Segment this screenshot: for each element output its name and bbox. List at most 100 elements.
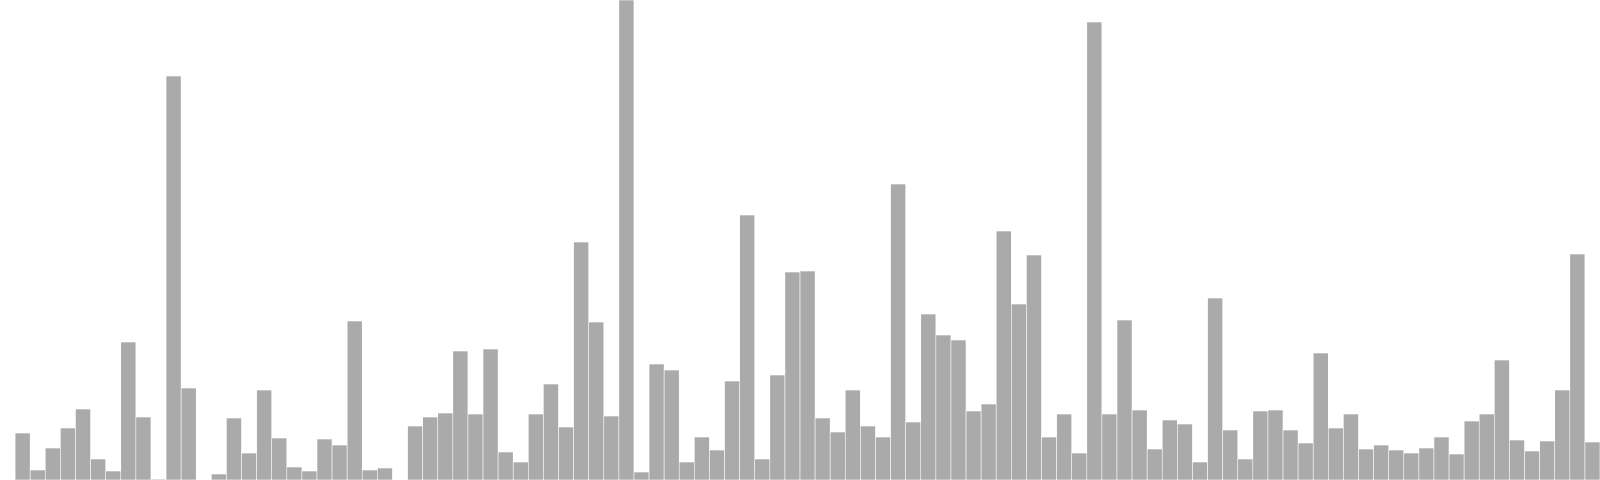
bar-87 [1312, 352, 1329, 480]
bar-49 [739, 214, 756, 480]
bar-53 [799, 270, 816, 480]
bar-3 [44, 447, 61, 480]
bars-group [14, 0, 1600, 480]
bar-67 [1011, 303, 1027, 480]
bar-102 [1539, 440, 1556, 480]
bar-88 [1328, 427, 1344, 480]
bar-96 [1448, 453, 1465, 480]
bar-16 [241, 452, 257, 480]
bar-22 [331, 444, 348, 480]
bar-31 [467, 413, 484, 480]
bar-41 [618, 0, 635, 480]
bar-11 [165, 75, 182, 480]
bar-36 [543, 383, 559, 480]
bar-58 [875, 436, 891, 480]
bar-38 [573, 241, 589, 480]
bar-33 [497, 451, 514, 480]
bar-60 [905, 421, 922, 480]
bar-35 [527, 413, 544, 480]
bar-55 [829, 431, 846, 480]
bar-14 [211, 473, 227, 480]
bar-8 [120, 341, 137, 480]
bar-86 [1297, 442, 1314, 480]
bar-76 [1146, 448, 1163, 480]
bar-73 [1101, 413, 1118, 480]
bar-64 [965, 410, 982, 480]
bar-1 [14, 432, 31, 480]
bar-4 [60, 427, 76, 480]
bar-50 [754, 458, 771, 480]
bar-40 [603, 415, 620, 480]
bar-92 [1388, 449, 1405, 480]
bar-59 [890, 183, 906, 480]
bar-56 [844, 389, 861, 480]
bar-78 [1177, 423, 1193, 480]
bar-90 [1358, 448, 1374, 480]
bar-91 [1373, 444, 1389, 480]
bar-28 [422, 416, 439, 480]
bar-94 [1418, 447, 1435, 480]
bar-7 [105, 470, 122, 480]
bar-70 [1056, 413, 1072, 480]
bar-23 [346, 320, 363, 480]
bar-39 [588, 321, 605, 480]
bar-34 [512, 461, 529, 480]
bar-6 [90, 458, 106, 480]
bar-2 [29, 469, 46, 480]
bar-101 [1524, 450, 1540, 480]
bar-44 [663, 369, 680, 480]
bar-61 [920, 313, 937, 480]
bar-19 [286, 466, 303, 480]
bar-42 [633, 471, 650, 480]
bar-82 [1237, 458, 1254, 480]
bar-100 [1509, 439, 1525, 480]
bar-69 [1041, 436, 1057, 480]
bar-54 [814, 417, 831, 480]
bar-57 [860, 425, 876, 480]
bar-5 [75, 408, 91, 480]
bar-74 [1116, 319, 1133, 480]
bar-77 [1161, 419, 1178, 480]
bar-32 [482, 348, 499, 480]
bar-48 [724, 380, 740, 480]
bar-104 [1569, 253, 1586, 480]
bar-18 [271, 437, 288, 480]
bar-81 [1222, 429, 1239, 480]
bar-63 [950, 339, 967, 480]
bar-21 [316, 438, 333, 480]
bar-71 [1071, 452, 1088, 480]
bar-72 [1086, 21, 1103, 480]
bar-62 [935, 334, 952, 480]
bar-17 [256, 389, 272, 480]
bar-68 [1026, 254, 1042, 480]
bar-20 [301, 470, 318, 480]
bar-105 [1584, 441, 1600, 480]
bar-25 [377, 467, 393, 480]
bar-79 [1192, 461, 1208, 480]
bar-15 [226, 417, 242, 480]
bar-98 [1478, 413, 1495, 480]
bar-37 [558, 426, 574, 480]
bar-51 [769, 374, 786, 480]
bar-9 [135, 416, 152, 480]
bar-95 [1433, 436, 1450, 480]
bar-84 [1267, 409, 1284, 480]
bar-30 [452, 350, 469, 480]
bar-52 [784, 271, 801, 480]
bar-12 [180, 387, 197, 480]
bar-45 [678, 461, 695, 480]
bar-29 [437, 412, 454, 480]
bar-80 [1207, 297, 1223, 480]
bar-46 [694, 436, 710, 480]
bar-99 [1494, 359, 1510, 480]
bar-83 [1252, 410, 1269, 480]
bar-27 [407, 425, 423, 480]
bar-24 [361, 469, 378, 480]
bar-93 [1403, 452, 1420, 480]
bar-47 [709, 449, 725, 480]
bar-103 [1554, 389, 1571, 480]
bar-43 [648, 363, 665, 480]
bar-85 [1282, 429, 1299, 480]
bar-89 [1343, 413, 1359, 480]
